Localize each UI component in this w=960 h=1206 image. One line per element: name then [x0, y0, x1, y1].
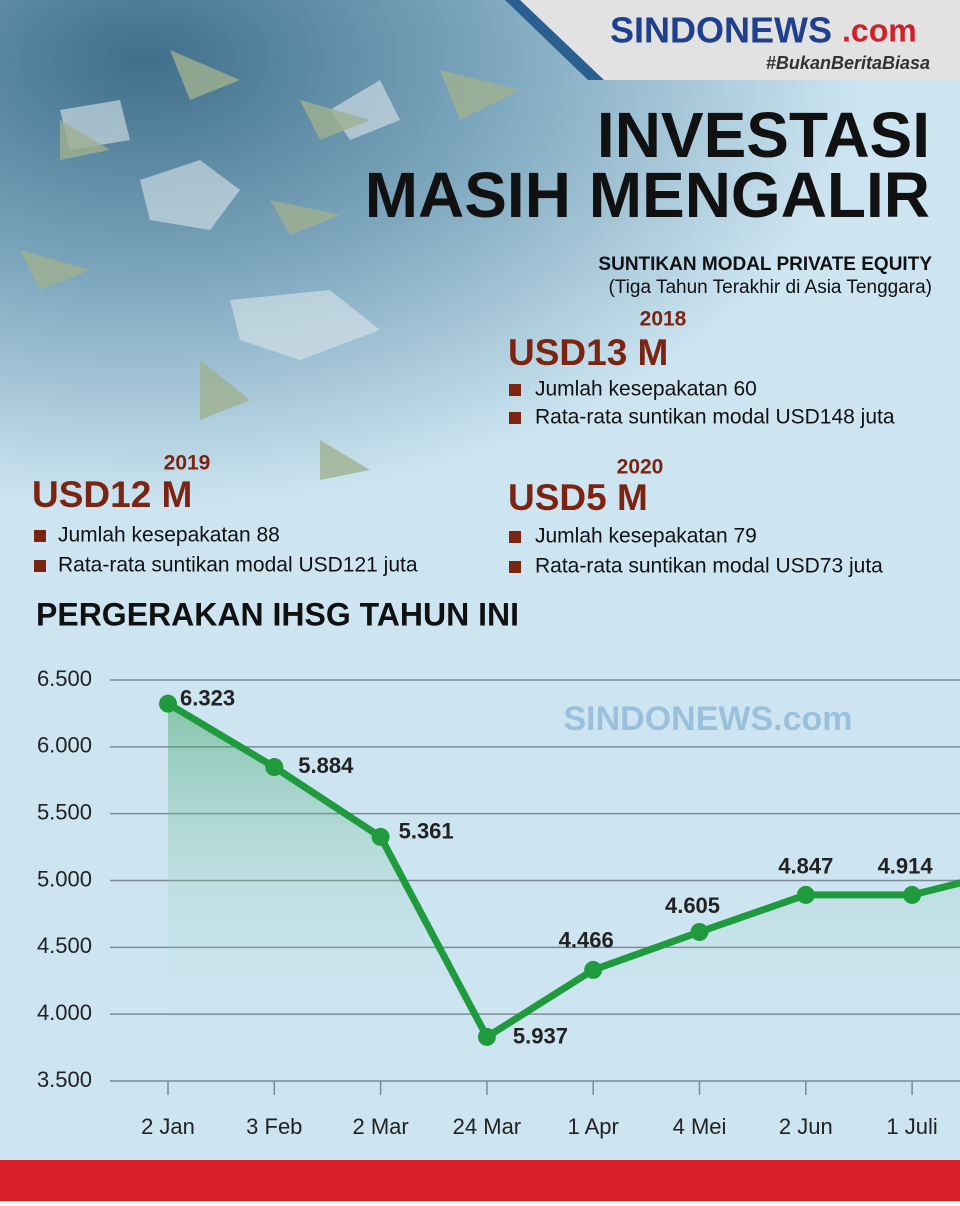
plane-decoration — [20, 50, 520, 480]
bullet — [509, 561, 521, 573]
x-tick-label: 1 Apr — [568, 1114, 619, 1139]
x-tick-label: 4 Mei — [673, 1114, 727, 1139]
point-label: 5.361 — [399, 819, 454, 844]
block-year: 2019 — [164, 452, 211, 475]
y-tick-label: 5.500 — [37, 799, 92, 824]
line-chart: 3.500 4.000 4.500 5.000 5.500 6.000 6.500 2 Jan… — [37, 666, 960, 1139]
point — [584, 960, 603, 979]
point — [796, 885, 815, 904]
footer-bar — [0, 1160, 960, 1201]
point-label: 4.605 — [665, 893, 720, 918]
block-item: Rata-rata suntikan modal USD73 juta — [535, 555, 883, 578]
subtitle-note: (Tiga Tahun Terakhir di Asia Tenggara) — [608, 277, 932, 298]
block-item: Jumlah kesepakatan 60 — [535, 378, 757, 401]
x-tick-label: 2 Jan — [141, 1114, 195, 1139]
point-label: 5.884 — [298, 753, 354, 778]
block-item: Rata-rata suntikan modal USD148 juta — [535, 406, 895, 429]
point — [159, 694, 177, 713]
point-label: 4.466 — [559, 928, 614, 953]
logo-suffix: .com — [842, 12, 917, 48]
y-tick-label: 6.500 — [37, 666, 92, 691]
bullet — [34, 560, 46, 572]
y-tick-label: 6.000 — [37, 733, 92, 758]
y-tick-label: 4.500 — [37, 933, 92, 958]
bullet — [509, 531, 521, 543]
bullet — [509, 412, 521, 424]
point-label: 4.847 — [778, 854, 833, 879]
header-box — [520, 0, 960, 80]
title-line: MASIH MENGALIR — [365, 159, 930, 231]
block-year: 2018 — [640, 308, 687, 331]
block-item: Jumlah kesepakatan 79 — [535, 525, 757, 548]
map-decoration — [60, 80, 400, 360]
x-tick-label: 1 Juli — [886, 1114, 937, 1139]
y-tick-label: 5.000 — [37, 866, 92, 891]
block-year: 2020 — [617, 456, 664, 479]
block-amount: USD13 M — [508, 332, 668, 373]
x-tick-label: 24 Mar — [453, 1114, 521, 1139]
x-tick-label: 3 Feb — [246, 1114, 302, 1139]
line-area — [168, 703, 960, 1037]
point — [903, 885, 922, 904]
tagline: #BukanBeritaBiasa — [766, 53, 930, 73]
block-item: Rata-rata suntikan modal USD121 juta — [58, 554, 418, 577]
x-tick-label: 2 Mar — [352, 1114, 408, 1139]
point — [265, 758, 284, 777]
watermark: SINDONEWS.com — [563, 700, 852, 738]
title-line: INVESTASI — [597, 99, 930, 171]
point — [371, 827, 390, 846]
bullet — [34, 530, 46, 542]
block-amount: USD5 M — [508, 477, 648, 518]
bullet — [509, 384, 521, 396]
point-label: 6.323 — [180, 685, 235, 710]
y-tick-label: 3.500 — [37, 1067, 92, 1092]
point-label: 5.937 — [513, 1024, 568, 1049]
chart-title: PERGERAKAN IHSG TAHUN INI — [36, 596, 519, 632]
block-item: Jumlah kesepakatan 88 — [58, 524, 280, 547]
point — [690, 922, 709, 941]
y-tick-label: 4.000 — [37, 1000, 92, 1025]
block-amount: USD12 M — [32, 474, 192, 515]
logo: SINDONEWS — [610, 10, 832, 51]
point-label: 4.914 — [878, 854, 934, 879]
point — [477, 1027, 496, 1046]
x-tick-label: 2 Jun — [779, 1114, 833, 1139]
subtitle: SUNTIKAN MODAL PRIVATE EQUITY — [598, 254, 932, 275]
